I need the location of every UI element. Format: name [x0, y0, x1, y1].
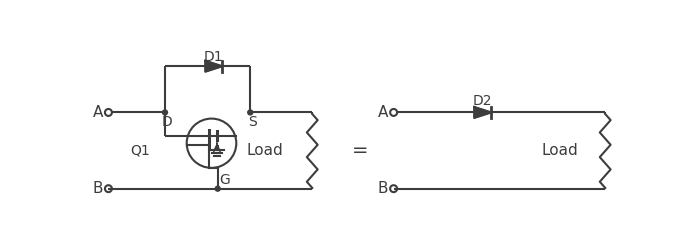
Polygon shape	[474, 107, 491, 118]
Text: D: D	[161, 115, 172, 129]
Text: D1: D1	[204, 50, 223, 64]
Text: Load: Load	[541, 143, 578, 158]
Circle shape	[248, 110, 253, 115]
Polygon shape	[205, 61, 223, 72]
Text: Q1: Q1	[130, 143, 150, 157]
Text: B: B	[92, 181, 103, 196]
Text: B: B	[378, 181, 388, 196]
Text: =: =	[352, 141, 368, 160]
Circle shape	[215, 186, 220, 191]
Text: Load: Load	[247, 143, 284, 158]
Text: A: A	[378, 105, 388, 120]
Text: S: S	[248, 115, 257, 129]
Text: A: A	[92, 105, 103, 120]
Text: D2: D2	[473, 94, 493, 108]
Circle shape	[162, 110, 167, 115]
Text: G: G	[219, 173, 230, 187]
